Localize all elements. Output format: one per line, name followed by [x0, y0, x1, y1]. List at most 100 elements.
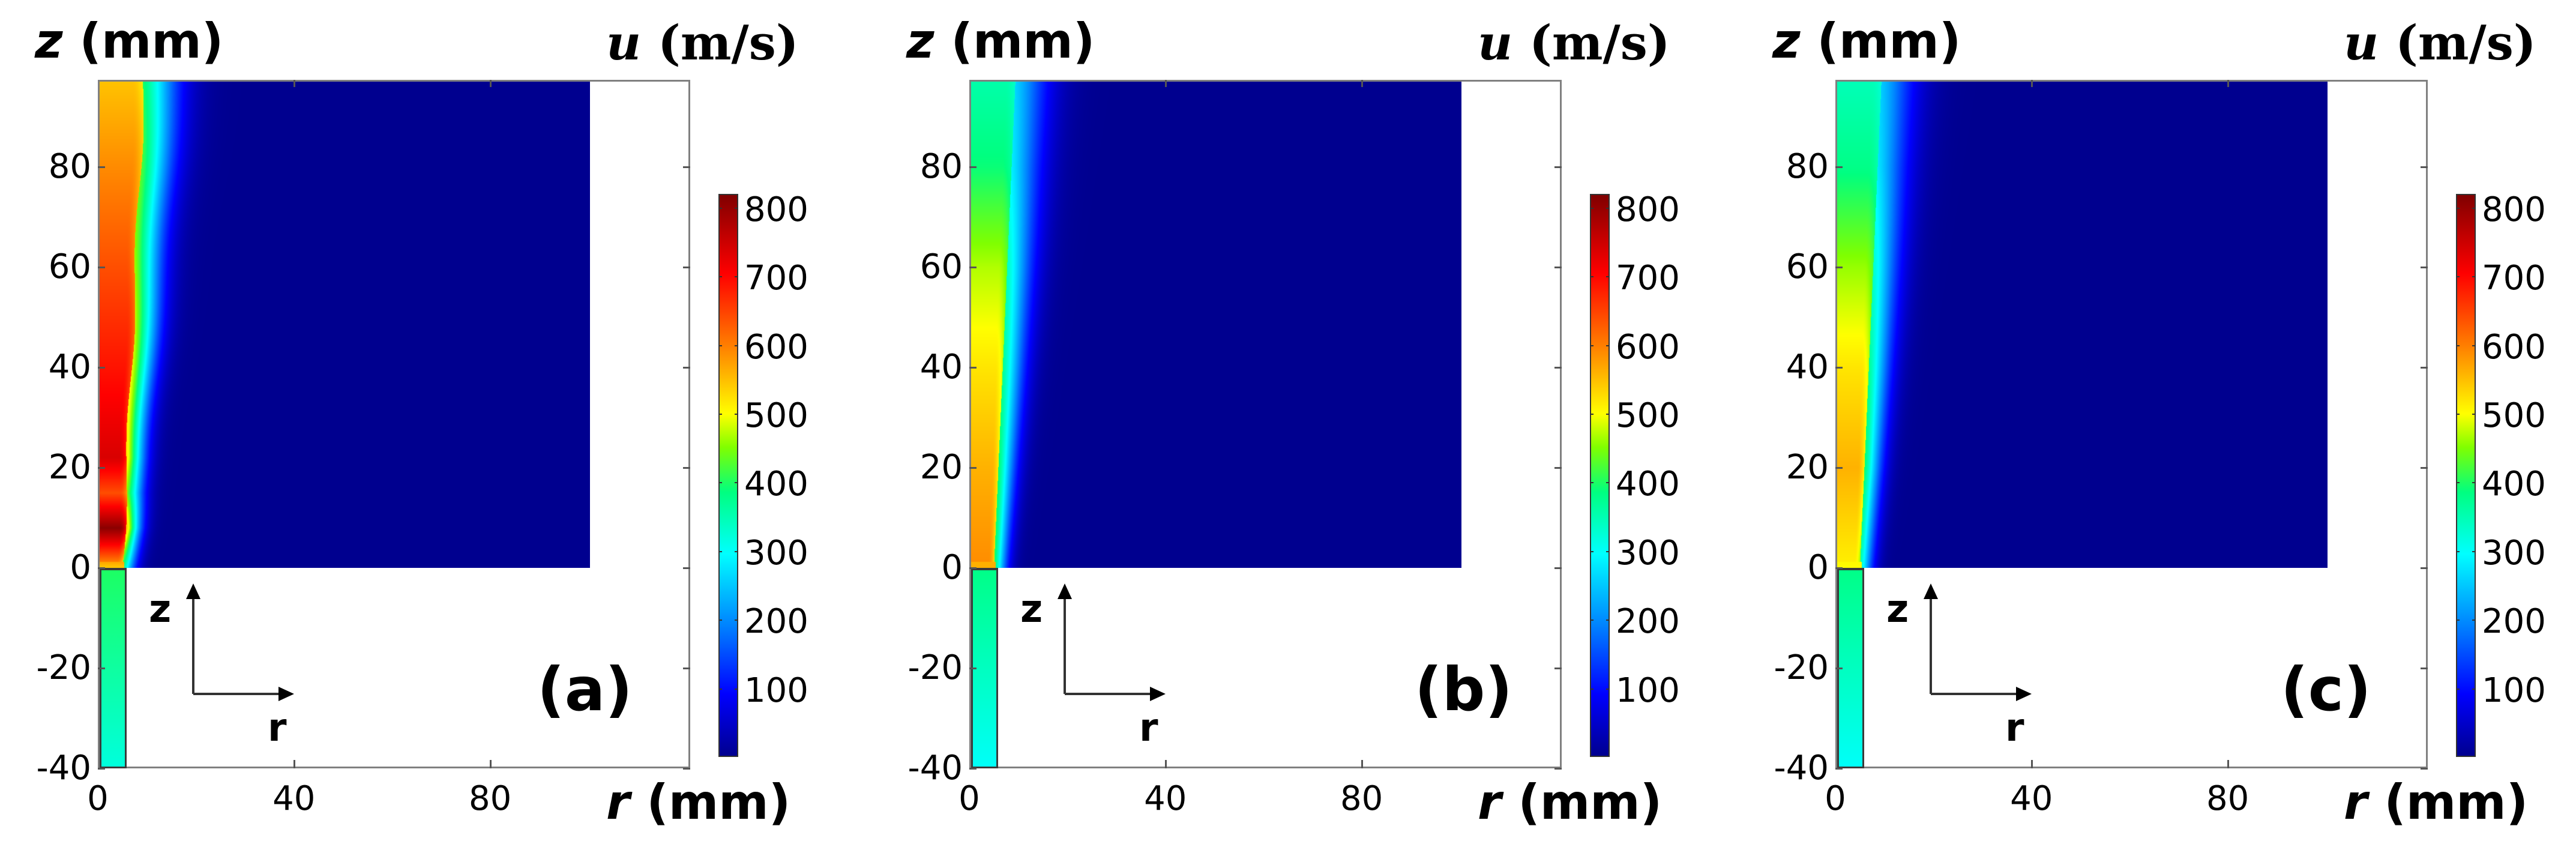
colorbar-tick-mark: [718, 207, 738, 209]
colorbar-tick-mark: [2456, 276, 2476, 278]
y-tick-mark-right: [2421, 668, 2428, 669]
y-tick-mark-right: [1554, 467, 1562, 469]
y-tick-label: 80: [48, 147, 91, 186]
colorbar-tick-label: 400: [744, 465, 808, 504]
colorbar-tick-mark: [1590, 688, 1610, 690]
x-tick-label: 80: [2206, 779, 2249, 818]
colorbar-tick-mark: [718, 619, 738, 621]
colorbar-title: u (m/s): [2344, 14, 2536, 71]
colorbar-tick-label: 600: [2482, 327, 2546, 367]
y-tick-mark-right: [683, 567, 690, 569]
heatmap-panel-a: z (mm) u (m/s) 80 60 40 20 0 -20 -40 0 40 80 z r…: [0, 0, 858, 847]
y-tick-mark-right: [683, 367, 690, 369]
colorbar-tick-label: 800: [2482, 190, 2546, 229]
y-tick-mark: [969, 267, 977, 268]
colorbar-tick-label: 100: [744, 671, 808, 710]
y-tick-mark: [1835, 166, 1843, 168]
plot-axes: [98, 80, 690, 768]
plot-axes: [1835, 80, 2428, 768]
colorbar-tick-mark: [1590, 619, 1610, 621]
y-tick-label: 20: [1786, 448, 1829, 487]
colorbar-tick-label: 700: [1616, 259, 1680, 298]
y-tick-mark: [98, 768, 105, 770]
y-tick-mark: [1835, 567, 1843, 569]
y-tick-label: 20: [48, 448, 91, 487]
colorbar-title: u (m/s): [1478, 14, 1670, 71]
coord-z-label: z: [149, 587, 172, 631]
colorbar-tick-mark: [1590, 207, 1610, 209]
colorbar: [2456, 194, 2476, 757]
colorbar-tick-label: 200: [2482, 602, 2546, 642]
velocity-field: [1837, 82, 2328, 568]
colorbar-tick-mark: [718, 550, 738, 552]
colorbar-tick-mark: [2456, 207, 2476, 209]
x-tick-mark-top: [2030, 80, 2033, 87]
y-tick-mark: [1835, 467, 1843, 469]
y-tick-mark: [1835, 668, 1843, 669]
colorbar-tick-label: 800: [744, 190, 808, 229]
panel-tag: (c): [2281, 654, 2371, 725]
y-tick-mark-right: [1554, 768, 1562, 770]
colorbar-tick-mark: [2456, 482, 2476, 484]
y-tick-mark-right: [1554, 267, 1562, 268]
y-tick-label: 60: [48, 247, 91, 286]
y-tick-mark-right: [1554, 567, 1562, 569]
colorbar-tick-mark: [2456, 619, 2476, 621]
y-tick-mark-right: [2421, 367, 2428, 369]
heatmap-panel-b: z (mm) u (m/s) 80 60 40 20 0 -20 -40 0 40 80 z r…: [871, 0, 1730, 847]
x-tick-label: 80: [468, 779, 512, 818]
colorbar-tick-mark: [2456, 550, 2476, 552]
y-tick-mark: [1835, 367, 1843, 369]
velocity-field: [100, 82, 590, 568]
y-tick-mark-right: [2421, 768, 2428, 770]
coordinate-arrows-icon: [186, 583, 294, 701]
colorbar-tick-label: 400: [2482, 465, 2546, 504]
y-tick-mark-right: [2421, 267, 2428, 268]
r-axis-title: r (mm): [2344, 774, 2529, 830]
colorbar-tick-label: 200: [744, 602, 808, 642]
panel-tag: (b): [1415, 654, 1512, 725]
x-tick-mark-top: [293, 80, 295, 87]
x-tick-mark: [489, 760, 492, 768]
x-tick-label: 40: [272, 779, 316, 818]
y-tick-mark-right: [2421, 467, 2428, 469]
colorbar-tick-mark: [1590, 550, 1610, 552]
x-tick-mark: [293, 760, 295, 768]
coordinate-arrows-icon: [1924, 583, 2032, 701]
y-tick-label: 0: [1807, 548, 1829, 587]
colorbar-tick-mark: [718, 276, 738, 278]
velocity-field: [971, 82, 1461, 568]
coord-r-label: r: [1139, 706, 1158, 750]
coord-z-label: z: [1020, 587, 1043, 631]
colorbar-tick-mark: [1590, 345, 1610, 346]
y-tick-label: 60: [1786, 247, 1829, 286]
colorbar-tick-label: 300: [1616, 533, 1680, 573]
velocity-contour: [971, 82, 1461, 568]
y-tick-label: 40: [48, 348, 91, 387]
y-tick-mark: [98, 668, 105, 669]
y-tick-label: 0: [941, 548, 963, 587]
velocity-contour: [100, 82, 590, 568]
y-tick-label: -20: [36, 648, 91, 687]
r-axis-title: r (mm): [1478, 774, 1663, 830]
x-tick-mark: [1361, 760, 1363, 768]
x-tick-mark: [2030, 760, 2033, 768]
y-tick-label: -40: [907, 749, 963, 788]
y-tick-label: 40: [1786, 348, 1829, 387]
velocity-contour: [1837, 82, 2328, 568]
colorbar-tick-label: 300: [2482, 533, 2546, 573]
colorbar-tick-mark: [1590, 414, 1610, 415]
colorbar-tick-label: 400: [1616, 465, 1680, 504]
y-tick-mark: [969, 467, 977, 469]
colorbar-tick-label: 800: [1616, 190, 1680, 229]
x-tick-mark-top: [1361, 80, 1363, 87]
y-tick-mark-right: [1554, 668, 1562, 669]
z-axis-title: z (mm): [1772, 13, 1961, 69]
x-tick-mark-top: [2227, 80, 2229, 87]
y-tick-label: -40: [1774, 749, 1829, 788]
y-tick-mark: [969, 367, 977, 369]
x-tick-label: 40: [1144, 779, 1187, 818]
colorbar-tick-mark: [718, 345, 738, 346]
colorbar-tick-label: 500: [1616, 396, 1680, 436]
colorbar: [1590, 194, 1610, 757]
